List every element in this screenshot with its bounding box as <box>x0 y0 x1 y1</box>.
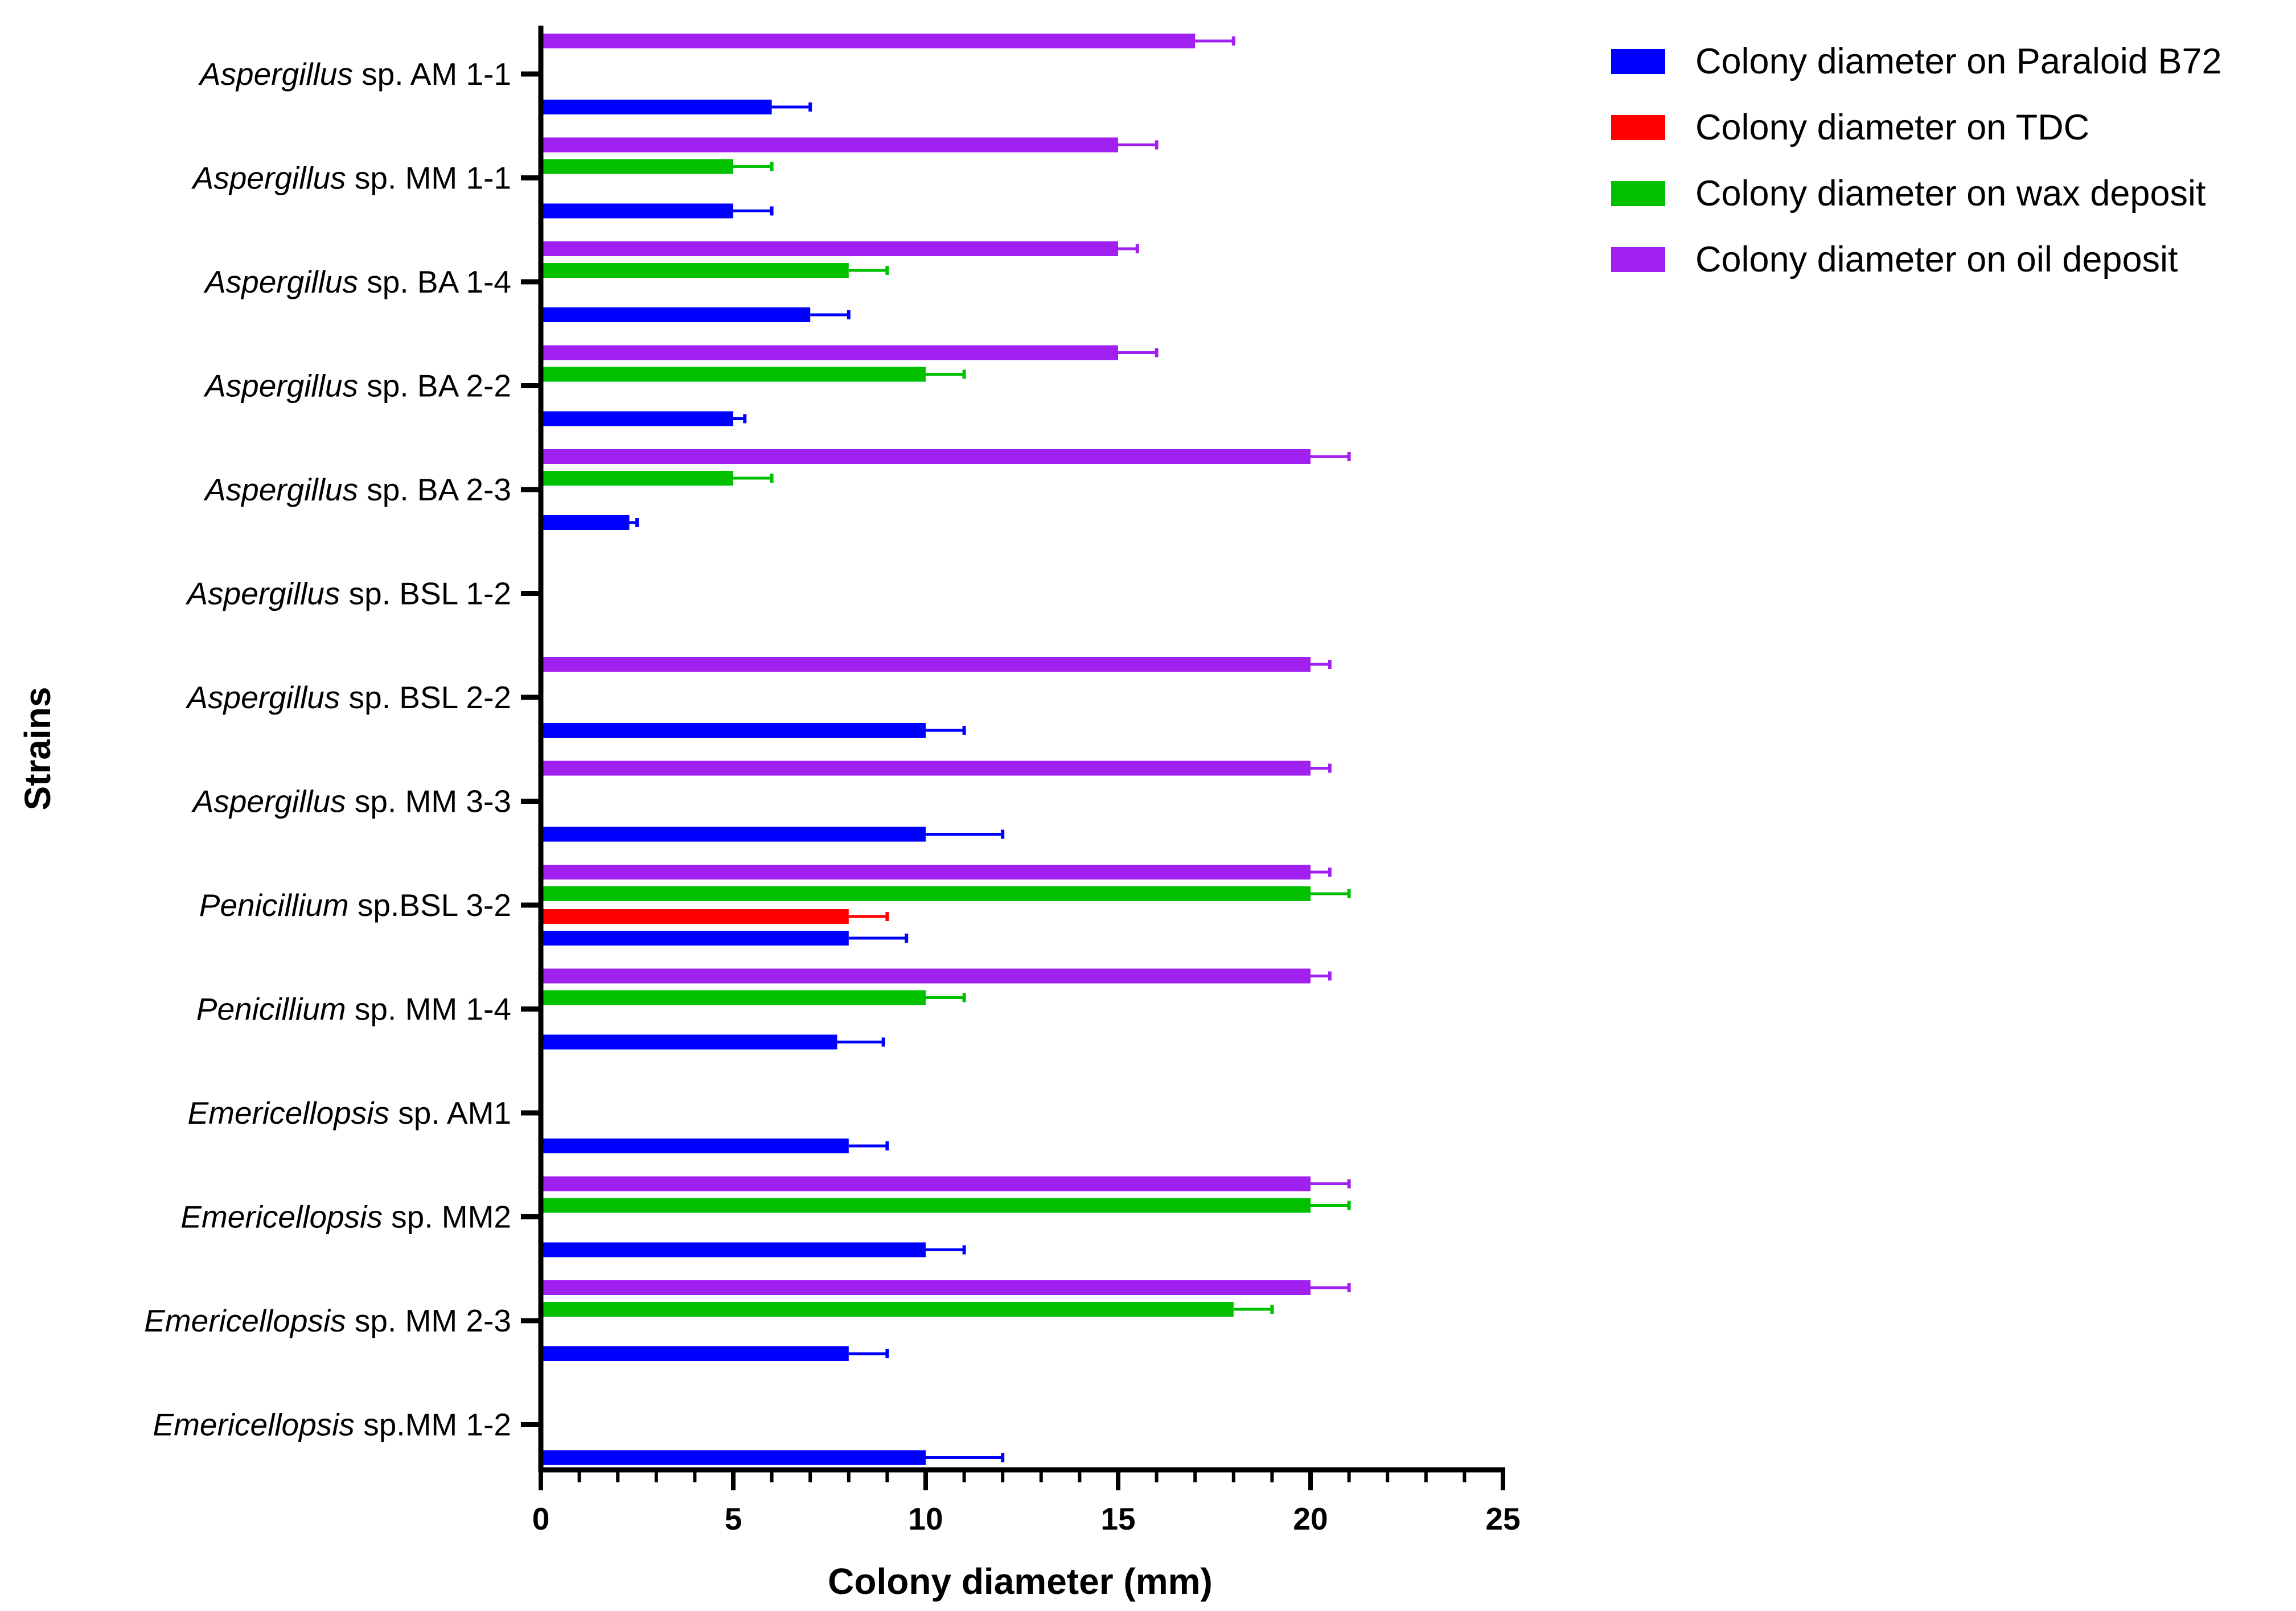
bar-1-8 <box>541 909 849 924</box>
y-tick-label-genus-2: Aspergillus <box>203 264 358 299</box>
y-tick-label-8: Penicillium sp.BSL 3-2 <box>199 887 511 923</box>
legend-swatch-1 <box>1611 115 1665 140</box>
legend-label-0: Colony diameter on Paraloid B72 <box>1695 42 2222 81</box>
legend-label-1: Colony diameter on TDC <box>1695 108 2089 147</box>
bar-0-6 <box>541 723 926 738</box>
y-tick-label-5: Aspergillus sp. BSL 1-2 <box>185 576 511 611</box>
y-tick-label-genus-10: Emericellopsis <box>187 1095 389 1131</box>
bar-0-4 <box>541 515 630 530</box>
y-tick-label-genus-5: Aspergillus <box>185 576 340 611</box>
y-tick-label-rest-8: sp.BSL 3-2 <box>349 887 511 923</box>
y-tick-label-genus-9: Penicillium <box>196 992 346 1027</box>
legend-swatch-3 <box>1611 247 1665 272</box>
bar-0-10 <box>541 1139 849 1153</box>
y-tick-label-rest-11: sp. MM2 <box>383 1199 511 1235</box>
x-tick-labels: 0 5 10 15 20 25 <box>532 1501 1521 1536</box>
axes-group <box>521 26 1505 1490</box>
bar-0-11 <box>541 1242 926 1257</box>
bar-2-3 <box>541 367 926 382</box>
bar-0-12 <box>541 1346 849 1361</box>
legend-label-2: Colony diameter on wax deposit <box>1695 174 2206 213</box>
x-tick-label-0: 0 <box>532 1501 550 1536</box>
x-tick-label-1: 5 <box>725 1501 742 1536</box>
y-axis-title: Strains <box>17 687 58 811</box>
y-tick-label-genus-7: Aspergillus <box>191 784 346 819</box>
y-tick-label-10: Emericellopsis sp. AM1 <box>187 1095 511 1131</box>
y-tick-label-0: Aspergillus sp. AM 1-1 <box>198 56 511 92</box>
bar-3-12 <box>541 1280 1311 1295</box>
y-tick-label-rest-9: sp. MM 1-4 <box>346 992 511 1027</box>
y-tick-label-11: Emericellopsis sp. MM2 <box>180 1199 511 1235</box>
y-tick-label-genus-12: Emericellopsis <box>144 1303 346 1338</box>
y-tick-label-rest-13: sp.MM 1-2 <box>355 1407 511 1442</box>
bar-2-11 <box>541 1198 1311 1213</box>
y-tick-label-rest-6: sp. BSL 2-2 <box>340 680 511 715</box>
y-tick-label-4: Aspergillus sp. BA 2-3 <box>203 472 511 507</box>
y-tick-label-genus-0: Aspergillus <box>198 56 353 92</box>
bar-0-7 <box>541 827 926 842</box>
bar-3-8 <box>541 865 1311 880</box>
y-tick-label-rest-10: sp. AM1 <box>389 1095 511 1131</box>
y-tick-label-genus-4: Aspergillus <box>203 472 358 507</box>
bar-3-7 <box>541 761 1311 776</box>
bar-2-1 <box>541 159 733 174</box>
bar-0-8 <box>541 931 849 946</box>
legend-label-3: Colony diameter on oil deposit <box>1695 240 2178 280</box>
bar-2-9 <box>541 990 926 1005</box>
y-tick-label-rest-12: sp. MM 2-3 <box>346 1303 511 1338</box>
bar-2-2 <box>541 263 849 278</box>
y-tick-label-rest-4: sp. BA 2-3 <box>358 472 511 507</box>
bar-3-4 <box>541 449 1311 464</box>
bar-3-1 <box>541 137 1118 153</box>
bar-0-13 <box>541 1450 926 1465</box>
y-tick-label-rest-5: sp. BSL 1-2 <box>340 576 511 611</box>
x-tick-label-5: 25 <box>1485 1501 1520 1536</box>
y-tick-label-genus-13: Emericellopsis <box>153 1407 355 1442</box>
y-tick-label-genus-8: Penicillium <box>199 887 349 923</box>
y-tick-label-rest-7: sp. MM 3-3 <box>346 784 511 819</box>
bar-3-3 <box>541 345 1118 360</box>
bar-0-1 <box>541 203 733 219</box>
x-tick-label-4: 20 <box>1293 1501 1328 1536</box>
y-tick-label-2: Aspergillus sp. BA 1-4 <box>203 264 511 299</box>
bar-0-3 <box>541 411 733 426</box>
bar-2-4 <box>541 471 733 486</box>
bar-2-8 <box>541 886 1311 901</box>
y-tick-label-rest-0: sp. AM 1-1 <box>353 56 511 92</box>
y-tick-label-genus-3: Aspergillus <box>203 368 358 404</box>
y-tick-label-genus-1: Aspergillus <box>191 161 346 196</box>
bar-3-0 <box>541 34 1196 48</box>
y-tick-label-9: Penicillium sp. MM 1-4 <box>196 992 511 1027</box>
y-tick-label-rest-3: sp. BA 2-2 <box>358 368 511 404</box>
legend: Colony diameter on Paraloid B72 Colony di… <box>1611 42 2222 280</box>
y-tick-label-3: Aspergillus sp. BA 2-2 <box>203 368 511 404</box>
y-tick-label-13: Emericellopsis sp.MM 1-2 <box>153 1407 511 1442</box>
y-tick-label-1: Aspergillus sp. MM 1-1 <box>191 161 511 196</box>
y-tick-label-7: Aspergillus sp. MM 3-3 <box>191 784 511 819</box>
bar-0-0 <box>541 100 772 114</box>
legend-swatch-0 <box>1611 49 1665 74</box>
bar-3-11 <box>541 1176 1311 1191</box>
x-tick-label-3: 15 <box>1100 1501 1135 1536</box>
y-tick-label-genus-6: Aspergillus <box>185 680 340 715</box>
bars-group <box>541 34 1351 1465</box>
y-tick-label-6: Aspergillus sp. BSL 2-2 <box>185 680 511 715</box>
bar-0-9 <box>541 1034 837 1050</box>
y-tick-label-12: Emericellopsis sp. MM 2-3 <box>144 1303 511 1338</box>
bar-2-12 <box>541 1302 1234 1317</box>
x-tick-label-2: 10 <box>908 1501 943 1536</box>
legend-swatch-2 <box>1611 181 1665 206</box>
bar-3-9 <box>541 968 1311 984</box>
bar-3-2 <box>541 241 1118 256</box>
x-axis-title: Colony diameter (mm) <box>828 1561 1213 1602</box>
y-tick-label-rest-2: sp. BA 1-4 <box>358 264 511 299</box>
y-tick-label-genus-11: Emericellopsis <box>180 1199 383 1235</box>
bar-0-2 <box>541 307 811 322</box>
bar-3-6 <box>541 657 1311 672</box>
y-tick-label-rest-1: sp. MM 1-1 <box>346 161 511 196</box>
